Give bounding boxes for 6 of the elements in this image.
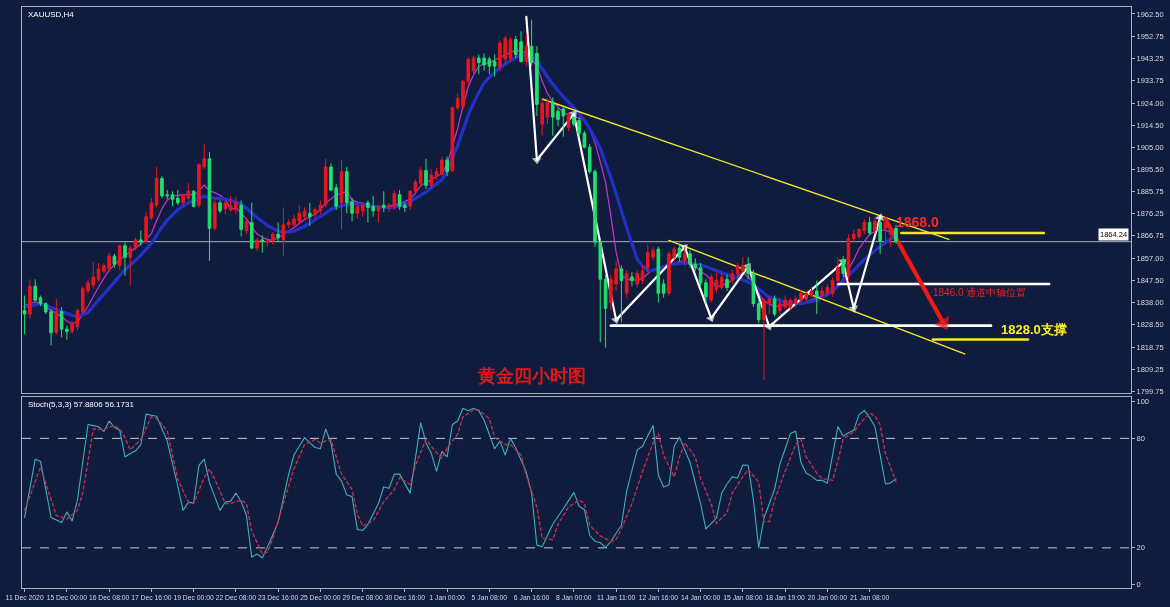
annotation: 黄金四小时图 <box>477 366 586 386</box>
chart-title: XAUUSD,H4 <box>28 10 75 19</box>
chart-title: Stoch(5,3,3) 57.8806 56.1731 <box>28 400 135 409</box>
annotation: 1868.0 <box>896 214 940 230</box>
annotation: 1846.0 通道中轴位置 <box>933 287 1027 298</box>
annotation: 1828.0支撑 <box>1001 322 1067 337</box>
